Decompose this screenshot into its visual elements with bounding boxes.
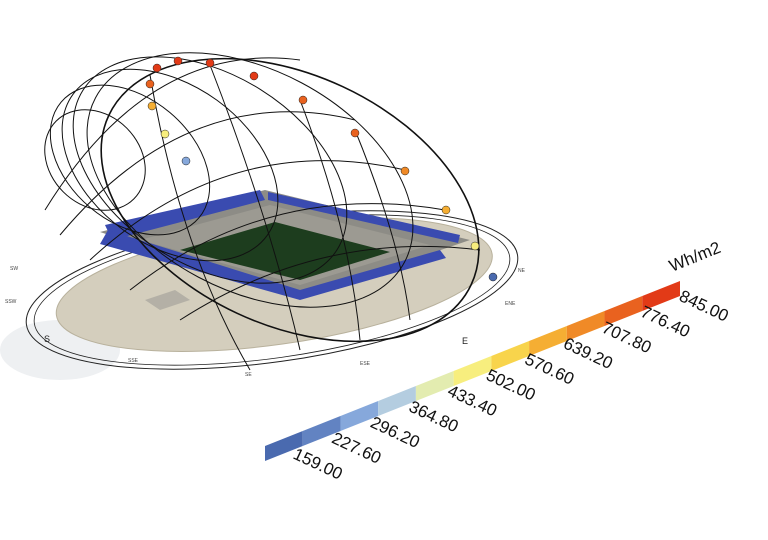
legend-swatch xyxy=(642,281,680,311)
legend-swatch xyxy=(529,326,567,356)
legend-swatch xyxy=(453,356,492,386)
compass-label: S xyxy=(44,334,50,344)
compass-minor-label: SSE xyxy=(128,358,139,364)
stadium xyxy=(100,190,470,310)
legend-swatch xyxy=(302,416,341,446)
compass-minor-label: NE xyxy=(518,268,526,274)
compass-minor-label: ESE xyxy=(360,361,371,367)
legend-swatch xyxy=(265,431,303,461)
compass-minor-label: SE xyxy=(245,372,252,378)
sun-path xyxy=(44,52,481,371)
compass-minor-label: SSW xyxy=(5,299,17,305)
legend-unit: Wh/m2 xyxy=(666,238,723,276)
sun-positions xyxy=(145,56,498,282)
compass-minor-label: SW xyxy=(10,266,18,272)
compass-label: E xyxy=(462,336,468,346)
legend-swatch xyxy=(378,386,416,416)
legend-swatch xyxy=(491,341,530,371)
legend-swatch xyxy=(604,296,643,326)
legend-swatch xyxy=(566,311,605,341)
legend-label: 159.00 xyxy=(290,444,345,483)
legend-swatch xyxy=(340,401,379,431)
legend-swatch xyxy=(415,371,454,401)
compass-minor-label: ENE xyxy=(505,301,516,307)
